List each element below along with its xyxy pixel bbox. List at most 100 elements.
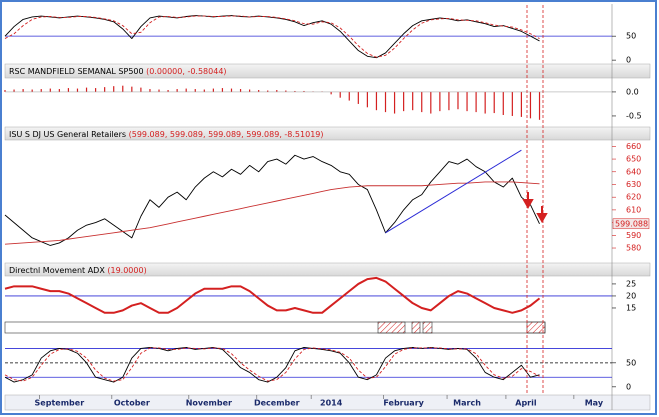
bar xyxy=(493,91,495,114)
bar xyxy=(4,90,6,92)
bar xyxy=(466,91,468,112)
bar xyxy=(131,86,133,92)
bar xyxy=(439,91,441,112)
trendline xyxy=(385,149,522,234)
bar xyxy=(221,88,224,92)
bar xyxy=(511,91,513,116)
bar xyxy=(149,89,151,92)
bar xyxy=(122,85,124,92)
bar xyxy=(403,91,405,112)
x-axis-band xyxy=(4,394,651,411)
y-tick-label: 590 xyxy=(626,231,641,240)
y-tick-label: 660 xyxy=(626,142,641,151)
last-value-box xyxy=(612,218,650,230)
bar xyxy=(276,90,278,92)
title-values: (599.089, 599.089, 599.089, 599.089, -8.… xyxy=(129,130,324,139)
bar xyxy=(185,88,187,92)
bar xyxy=(339,91,341,98)
bar xyxy=(76,88,79,92)
x-tick-label: October xyxy=(114,399,150,408)
series-line xyxy=(4,15,540,58)
sell-arrow xyxy=(536,206,548,224)
series-line xyxy=(4,276,541,314)
bar xyxy=(113,86,115,92)
y-tick-label: 630 xyxy=(626,180,641,189)
y-tick-label: 640 xyxy=(626,167,641,176)
title-text: ISU S DJ US General Retailers xyxy=(9,130,126,139)
series-line xyxy=(4,15,540,59)
y-tick-label: 20 xyxy=(626,291,636,300)
bar xyxy=(58,89,60,92)
y-tick-label: 0 xyxy=(626,382,631,391)
bar xyxy=(13,89,15,92)
x-tick-label: 2014 xyxy=(320,399,343,408)
bar xyxy=(375,91,378,111)
bar xyxy=(384,91,387,113)
bar xyxy=(22,89,24,92)
strip-hatch xyxy=(526,321,546,334)
bar xyxy=(366,91,368,108)
panel-header xyxy=(4,262,651,277)
y-tick-label: 50 xyxy=(626,32,636,41)
y-tick-label: 620 xyxy=(626,193,641,202)
panel-header xyxy=(4,126,651,141)
bar xyxy=(94,88,97,92)
bar xyxy=(212,88,214,92)
bar xyxy=(303,90,305,92)
bar xyxy=(31,89,33,92)
plots: 0500.0-0.5580590600610620630640650660599… xyxy=(4,15,650,408)
x-tick-label: May xyxy=(585,399,604,408)
strip-hatch xyxy=(422,321,433,334)
x-tick-label: April xyxy=(515,399,537,408)
bar xyxy=(85,87,88,92)
x-tick-label: December xyxy=(254,399,300,408)
title-values: (19.0000) xyxy=(107,266,146,275)
bar xyxy=(430,91,432,114)
bar xyxy=(285,90,287,92)
panel-title: Directnl Movement ADX (19.0000) xyxy=(9,266,147,275)
bar xyxy=(294,90,296,92)
bar xyxy=(194,89,196,92)
bar xyxy=(475,91,477,113)
bar xyxy=(258,90,260,92)
x-tick-label: September xyxy=(35,399,85,408)
last-value-label: 599.088 xyxy=(615,219,648,228)
bar xyxy=(357,91,359,104)
bar xyxy=(176,89,178,92)
bar xyxy=(538,91,541,120)
bar xyxy=(158,89,160,92)
bar xyxy=(520,91,523,117)
bar xyxy=(330,91,332,95)
panel-header xyxy=(4,63,651,79)
series-line xyxy=(4,154,540,246)
bar xyxy=(502,91,504,115)
series-line xyxy=(4,347,540,382)
bar xyxy=(457,91,459,110)
bar xyxy=(40,89,42,92)
strip-hatch xyxy=(411,321,421,334)
bar xyxy=(448,91,450,111)
bar xyxy=(104,87,106,92)
bar xyxy=(249,89,251,92)
bar xyxy=(67,88,70,92)
sell-arrow xyxy=(522,192,534,210)
bar xyxy=(267,90,269,92)
y-tick-label: -0.5 xyxy=(626,111,642,120)
panel-title: RSC MANDFIELD SEMANAL SP500 (0.00000, -0… xyxy=(9,67,227,76)
panel-title: ISU S DJ US General Retailers (599.089, … xyxy=(9,130,324,139)
title-text: RSC MANDFIELD SEMANAL SP500 xyxy=(9,67,144,76)
bar xyxy=(230,88,233,92)
bar xyxy=(239,89,242,92)
series-line xyxy=(4,181,540,245)
y-tick-label: 610 xyxy=(626,205,641,214)
x-tick-label: November xyxy=(186,399,232,408)
bar xyxy=(412,91,414,111)
title-values: (0.00000, -0.58044) xyxy=(146,67,226,76)
bar xyxy=(421,91,423,113)
bar xyxy=(140,87,142,92)
bar xyxy=(393,91,396,114)
bar xyxy=(49,88,51,92)
bar xyxy=(167,90,169,92)
